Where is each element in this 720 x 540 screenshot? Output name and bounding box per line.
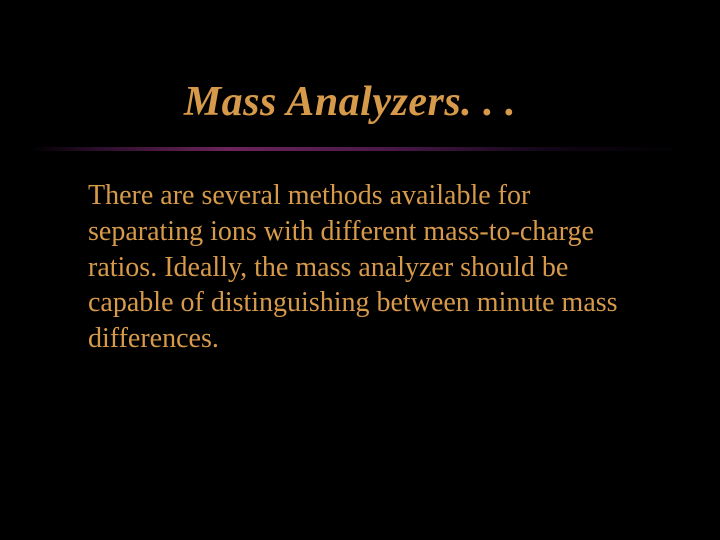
body-text: There are several methods available for … xyxy=(88,178,628,357)
slide-title: Mass Analyzers. . . xyxy=(0,78,700,126)
slide: Mass Analyzers. . . There are several me… xyxy=(0,0,720,540)
title-underline xyxy=(30,147,690,151)
